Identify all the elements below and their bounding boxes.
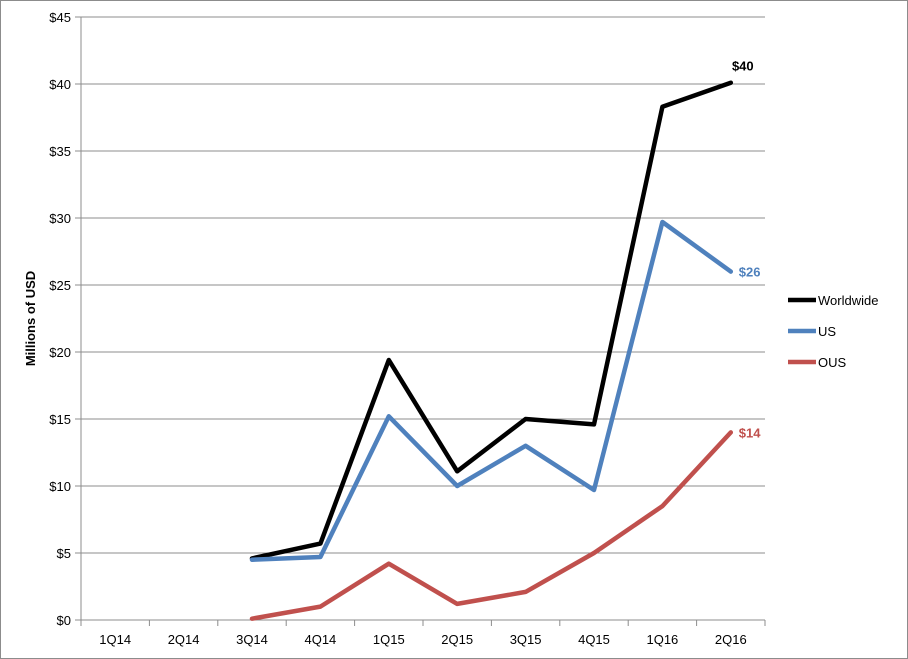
series-line-ous: [249, 430, 734, 621]
end-label-us: $26: [739, 265, 761, 280]
series-line-us: [249, 219, 734, 562]
series-line-worldwide: [249, 80, 734, 561]
y-axis-label: Millions of USD: [23, 271, 38, 366]
end-label-ous: $14: [739, 425, 761, 440]
x-tick-label-1q16: 1Q16: [646, 632, 678, 647]
series-lines: [249, 80, 734, 621]
legend-label-ous: OUS: [818, 355, 847, 370]
end-labels: $40 $26 $14: [732, 59, 761, 441]
x-tick-label-4q15: 4Q15: [578, 632, 610, 647]
y-tick-label-0: $0: [57, 613, 71, 628]
y-tick-label-6: $30: [49, 211, 71, 226]
x-tick-label-3q14: 3Q14: [236, 632, 268, 647]
y-tick-label-5: $25: [49, 278, 71, 293]
x-tick-label-2q14: 2Q14: [168, 632, 200, 647]
x-tick-label-2q16: 2Q16: [715, 632, 747, 647]
x-tick-labels: 1Q14 2Q14 3Q14 4Q14 1Q15 2Q15 3Q15 4Q15 1Q16 2Q16: [99, 632, 746, 647]
x-tick-label-4q14: 4Q14: [304, 632, 336, 647]
x-tick-label-2q15: 2Q15: [441, 632, 473, 647]
x-tick-label-1q15: 1Q15: [373, 632, 405, 647]
legend-label-us: US: [818, 324, 836, 339]
y-tick-label-4: $20: [49, 345, 71, 360]
x-tick-label-1q14: 1Q14: [99, 632, 131, 647]
y-tick-labels: $0 $5 $10 $15 $20 $25 $30 $35 $40 $45: [49, 10, 71, 628]
y-tick-label-3: $15: [49, 412, 71, 427]
legend: Worldwide US OUS: [788, 293, 878, 370]
gridlines: [81, 16, 765, 554]
y-tick-label-2: $10: [49, 479, 71, 494]
y-tick-label-9: $45: [49, 10, 71, 25]
y-tick-label-1: $5: [57, 546, 71, 561]
y-tick-label-8: $40: [49, 77, 71, 92]
x-tick-label-3q15: 3Q15: [510, 632, 542, 647]
axes: [75, 16, 766, 626]
y-tick-label-7: $35: [49, 144, 71, 159]
legend-label-worldwide: Worldwide: [818, 293, 878, 308]
end-label-worldwide: $40: [732, 59, 754, 74]
